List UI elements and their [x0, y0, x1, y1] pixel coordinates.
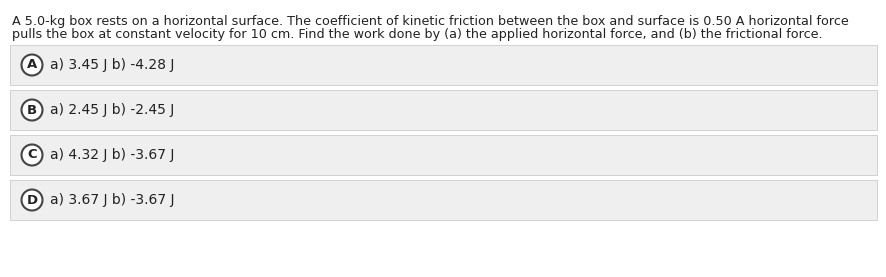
Text: a) 2.45 J b) -2.45 J: a) 2.45 J b) -2.45 J: [50, 103, 174, 117]
Text: C: C: [27, 148, 37, 161]
Circle shape: [21, 145, 43, 165]
FancyBboxPatch shape: [10, 45, 876, 85]
FancyBboxPatch shape: [10, 180, 876, 220]
Text: A: A: [27, 58, 37, 71]
Text: a) 4.32 J b) -3.67 J: a) 4.32 J b) -3.67 J: [50, 148, 175, 162]
Text: D: D: [27, 194, 37, 206]
Text: B: B: [27, 104, 37, 117]
FancyBboxPatch shape: [10, 90, 876, 130]
Text: pulls the box at constant velocity for 10 cm. Find the work done by (a) the appl: pulls the box at constant velocity for 1…: [12, 28, 821, 41]
Text: A 5.0-kg box rests on a horizontal surface. The coefficient of kinetic friction : A 5.0-kg box rests on a horizontal surfa…: [12, 15, 848, 28]
Text: a) 3.45 J b) -4.28 J: a) 3.45 J b) -4.28 J: [50, 58, 175, 72]
FancyBboxPatch shape: [10, 135, 876, 175]
Circle shape: [21, 189, 43, 211]
Circle shape: [21, 55, 43, 76]
Circle shape: [21, 99, 43, 120]
Text: a) 3.67 J b) -3.67 J: a) 3.67 J b) -3.67 J: [50, 193, 175, 207]
